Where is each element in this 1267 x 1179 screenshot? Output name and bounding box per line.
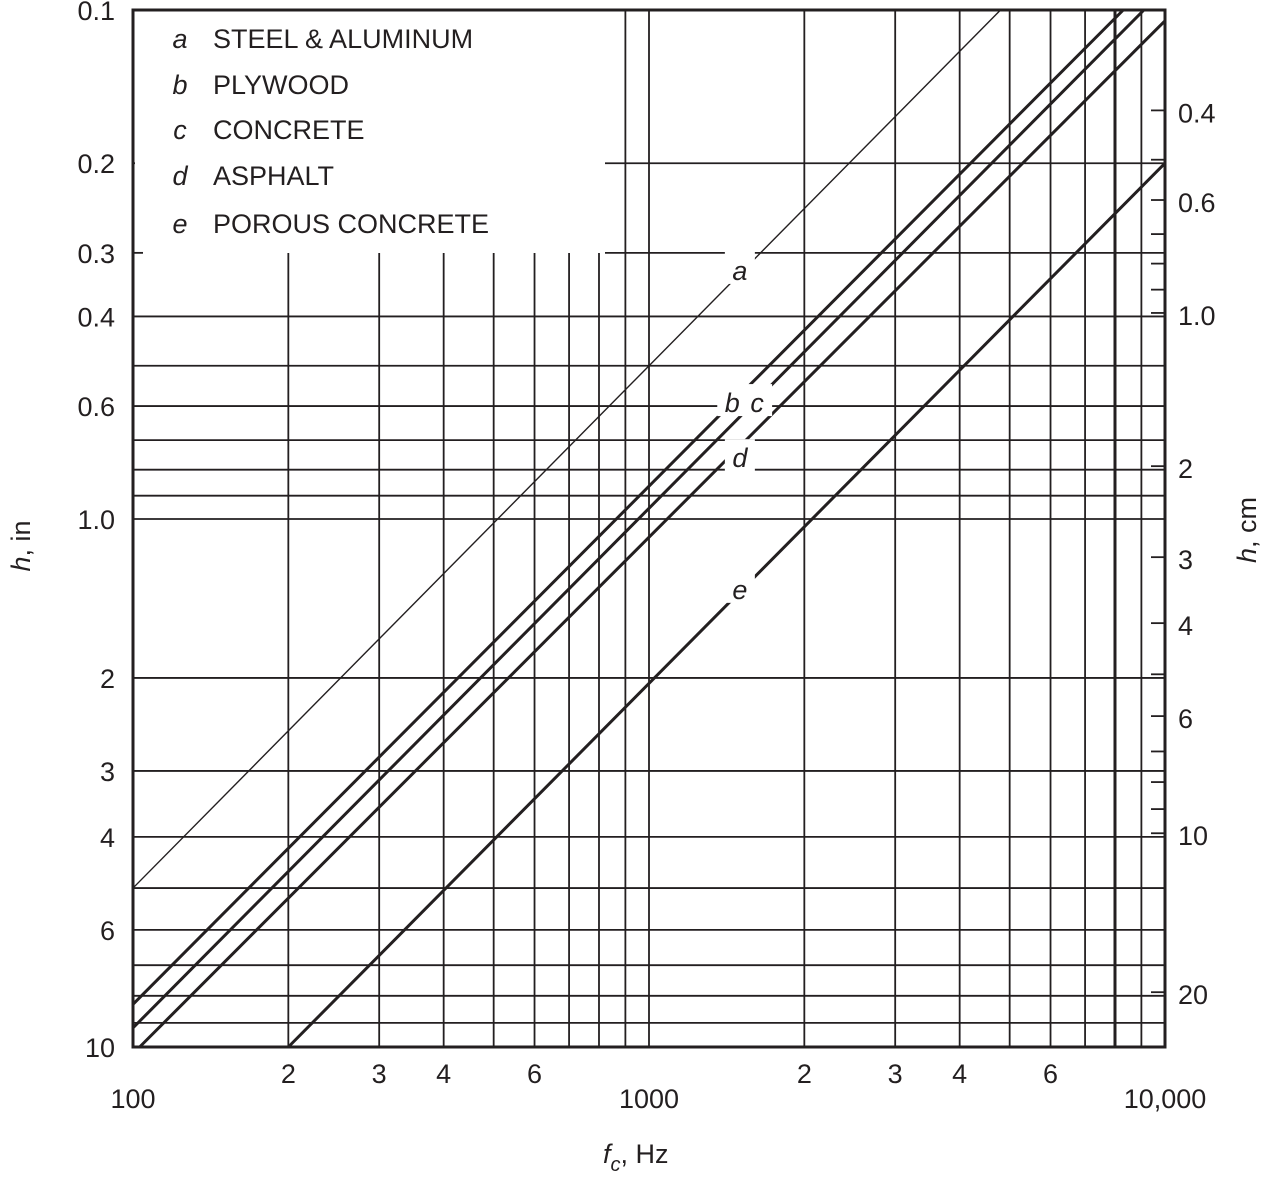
left-tick-label: 0.4 bbox=[77, 302, 115, 332]
left-tick-label: 6 bbox=[100, 916, 115, 946]
bottom-tick-label: 4 bbox=[436, 1059, 451, 1089]
curve-label-a: a bbox=[732, 256, 747, 286]
plot-frame bbox=[131, 8, 1167, 1049]
left-y-axis-title: h, in bbox=[6, 520, 36, 571]
legend-key: a bbox=[172, 24, 187, 54]
right-tick-label: 1.0 bbox=[1178, 301, 1216, 331]
legend: a STEEL & ALUMINUM b PLYWOOD c CONCRETE d ASPHA… bbox=[135, 12, 603, 241]
legend-key: d bbox=[172, 161, 188, 191]
line-d bbox=[138, 19, 1167, 1049]
right-tick-label: 6 bbox=[1178, 704, 1193, 734]
left-tick-label: 4 bbox=[100, 823, 115, 853]
left-tick-label: 3 bbox=[100, 757, 115, 787]
curve-label-e: e bbox=[732, 575, 747, 605]
legend-item-a: a STEEL & ALUMINUM bbox=[172, 24, 473, 54]
right-tick-label: 4 bbox=[1178, 611, 1193, 641]
legend-key: c bbox=[173, 115, 187, 145]
bottom-tick-label: 10,000 bbox=[1124, 1084, 1207, 1114]
curve-label-d: d bbox=[732, 443, 748, 473]
label-gap-a bbox=[724, 251, 755, 284]
bottom-tick-label: 100 bbox=[110, 1084, 155, 1114]
right-tick-label: 0.4 bbox=[1178, 98, 1216, 128]
line-b bbox=[131, 8, 1125, 1006]
right-tick-label: 10 bbox=[1178, 821, 1208, 851]
left-tick-label: 1.0 bbox=[77, 505, 115, 535]
grid-lines bbox=[133, 10, 1165, 1047]
bottom-tick-label: 4 bbox=[952, 1059, 967, 1089]
legend-item-c: c CONCRETE bbox=[173, 115, 364, 145]
right-tick-label: 3 bbox=[1178, 545, 1193, 575]
bottom-tick-label: 2 bbox=[797, 1059, 812, 1089]
left-tick-label: 0.6 bbox=[77, 392, 115, 422]
left-tick-label: 2 bbox=[100, 664, 115, 694]
left-tick-label: 0.3 bbox=[77, 239, 115, 269]
bottom-axis-tick-labels: 100 2 3 4 6 1000 2 3 4 6 10,000 bbox=[110, 1059, 1206, 1114]
right-axis-ticks: 0.4 0.6 1.0 2 3 4 6 10 20 bbox=[1151, 98, 1216, 1010]
legend-label: STEEL & ALUMINUM bbox=[213, 24, 473, 54]
left-axis-tick-labels: 0.1 0.2 0.3 0.4 0.6 1.0 2 3 4 6 10 bbox=[77, 0, 115, 1063]
legend-item-d: d ASPHALT bbox=[172, 161, 334, 191]
left-tick-label: 0.1 bbox=[77, 0, 115, 26]
label-gap-e bbox=[724, 570, 755, 603]
line-c bbox=[131, 8, 1145, 1029]
bottom-tick-label: 2 bbox=[281, 1059, 296, 1089]
legend-key: e bbox=[172, 209, 187, 239]
left-tick-label: 0.2 bbox=[77, 149, 115, 179]
curve-label-b: b bbox=[725, 388, 740, 418]
legend-label: POROUS CONCRETE bbox=[213, 209, 489, 239]
legend-label: ASPHALT bbox=[213, 161, 334, 191]
legend-label: CONCRETE bbox=[213, 115, 365, 145]
right-tick-label: 2 bbox=[1178, 454, 1193, 484]
label-gap-c bbox=[742, 384, 773, 417]
bottom-tick-label: 6 bbox=[1043, 1059, 1058, 1089]
curve-labels: a b cd e bbox=[717, 251, 773, 605]
bottom-tick-label: 3 bbox=[888, 1059, 903, 1089]
label-gap-d bbox=[724, 439, 755, 472]
material-lines bbox=[131, 8, 1167, 1049]
legend-background bbox=[135, 12, 603, 241]
left-tick-label: 10 bbox=[85, 1033, 115, 1063]
curve-label-c: c bbox=[750, 388, 764, 418]
right-tick-label: 0.6 bbox=[1178, 188, 1216, 218]
line-a bbox=[132, 9, 1002, 889]
right-y-axis-title: h, cm bbox=[1232, 497, 1262, 563]
legend-key: b bbox=[172, 70, 187, 100]
legend-label: PLYWOOD bbox=[213, 70, 349, 100]
bottom-tick-label: 3 bbox=[372, 1059, 387, 1089]
legend-item-e: e POROUS CONCRETE bbox=[172, 209, 489, 239]
line-e bbox=[287, 162, 1167, 1049]
right-tick-label: 20 bbox=[1178, 980, 1208, 1010]
legend-item-b: b PLYWOOD bbox=[172, 70, 349, 100]
bottom-tick-label: 1000 bbox=[619, 1084, 679, 1114]
x-axis-title: fc, Hz bbox=[603, 1139, 669, 1176]
bottom-tick-label: 6 bbox=[527, 1059, 542, 1089]
